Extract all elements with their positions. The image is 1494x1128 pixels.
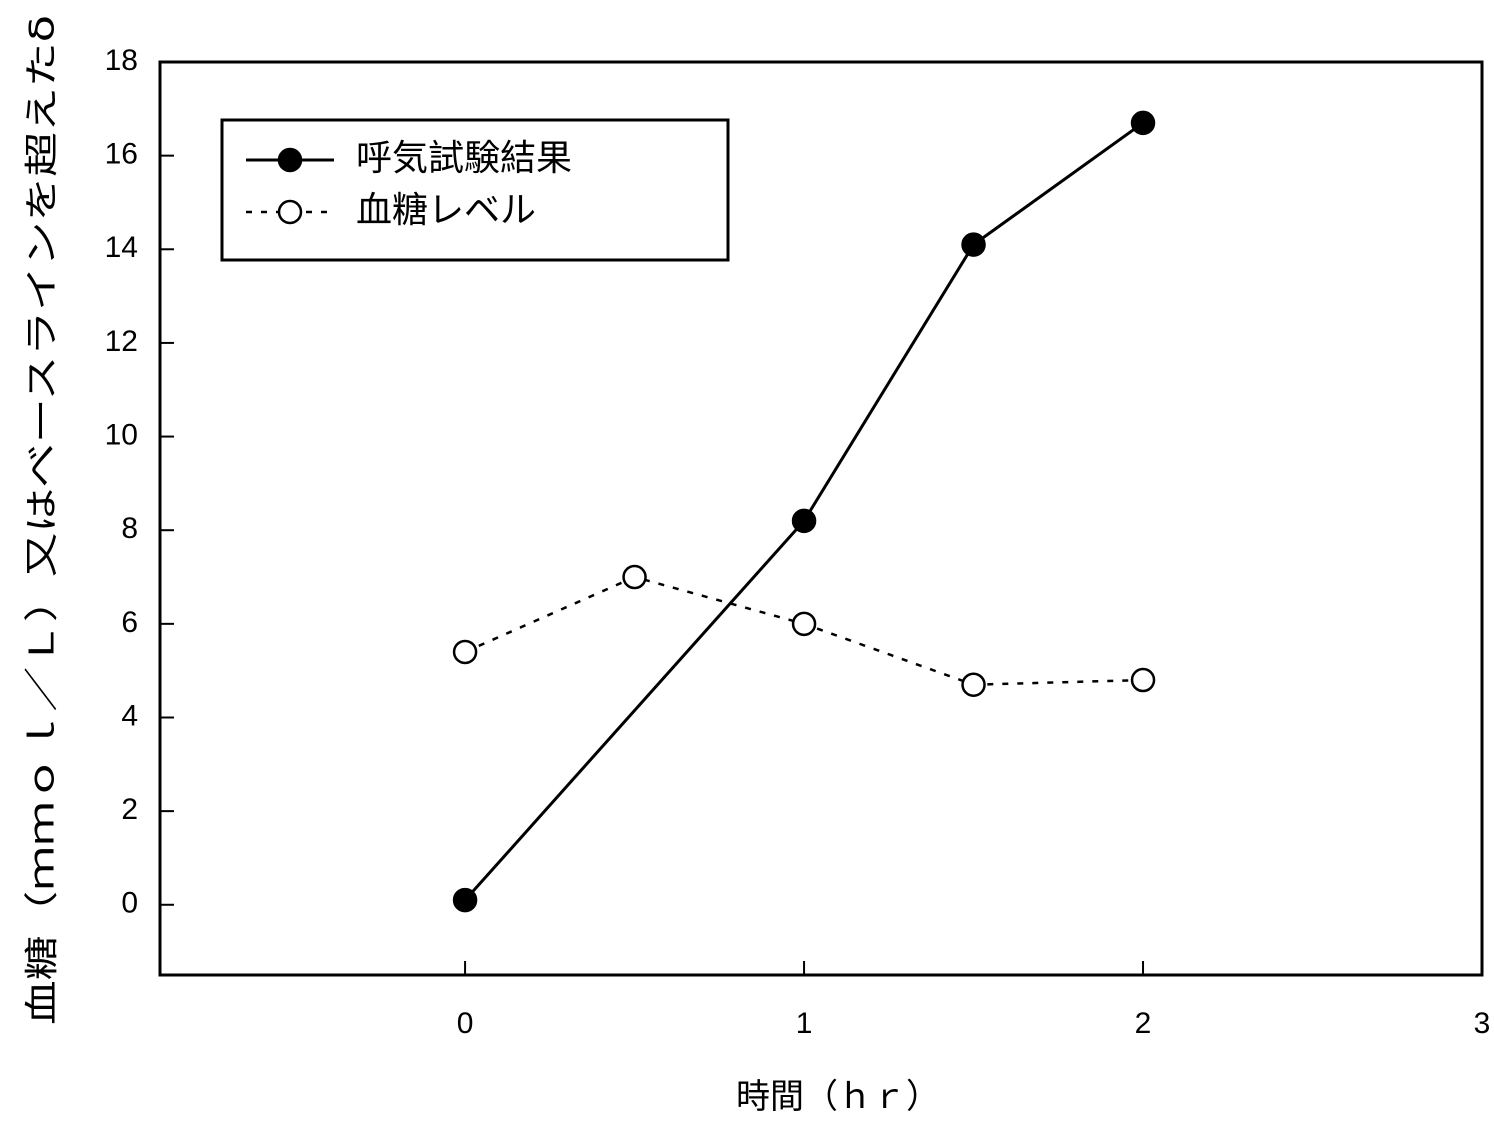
y-tick-label: 18 <box>105 44 138 77</box>
x-axis-title: 時間（ｈｒ） <box>736 1077 940 1117</box>
data-point <box>963 674 985 696</box>
y-tick-label: 4 <box>121 699 138 732</box>
y-tick-label: 0 <box>121 887 138 920</box>
y-tick-label: 6 <box>121 606 138 639</box>
legend-marker <box>279 201 301 223</box>
data-point <box>624 566 646 588</box>
data-point <box>454 889 476 911</box>
x-tick-label: 1 <box>796 1007 813 1040</box>
data-point <box>1132 112 1154 134</box>
y-tick-label: 2 <box>121 793 138 826</box>
y-tick-label: 14 <box>105 231 138 264</box>
data-point <box>454 641 476 663</box>
legend-marker <box>279 149 301 171</box>
x-tick-label: 2 <box>1135 1007 1152 1040</box>
data-point <box>963 234 985 256</box>
data-point <box>1132 669 1154 691</box>
y-tick-label: 10 <box>105 418 138 451</box>
data-point <box>793 613 815 635</box>
legend-label: 呼気試験結果 <box>356 138 572 179</box>
y-tick-label: 16 <box>105 138 138 171</box>
data-point <box>793 510 815 532</box>
y-axis-title: 血糖（ｍｍｏｌ／Ｌ）又はベースラインを超えたδ <box>23 15 63 1025</box>
x-tick-label: 3 <box>1474 1007 1491 1040</box>
legend-label: 血糖レベル <box>356 190 536 231</box>
y-tick-label: 12 <box>105 325 138 358</box>
x-tick-label: 0 <box>457 1007 474 1040</box>
y-tick-label: 8 <box>121 512 138 545</box>
